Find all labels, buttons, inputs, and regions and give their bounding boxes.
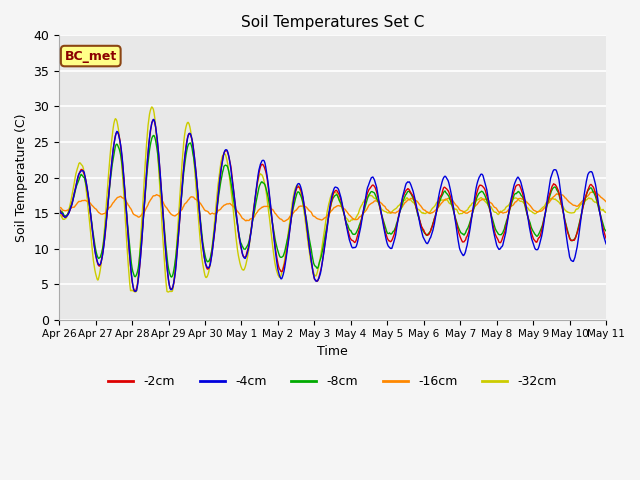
- -32cm: [433, 200, 440, 205]
- -2cm: [131, 288, 139, 294]
- -2cm: [200, 254, 208, 260]
- -4cm: [554, 171, 561, 177]
- -2cm: [379, 217, 387, 223]
- -32cm: [55, 210, 63, 216]
- -4cm: [433, 206, 440, 212]
- -8cm: [150, 132, 157, 138]
- -16cm: [199, 204, 207, 210]
- Line: -4cm: -4cm: [59, 120, 606, 291]
- -2cm: [150, 117, 157, 122]
- -32cm: [164, 289, 172, 295]
- -2cm: [554, 186, 561, 192]
- -4cm: [177, 203, 184, 209]
- -16cm: [432, 207, 440, 213]
- -16cm: [602, 199, 610, 204]
- Line: -16cm: -16cm: [59, 191, 606, 221]
- -16cm: [590, 188, 598, 194]
- Title: Soil Temperatures Set C: Soil Temperatures Set C: [241, 15, 424, 30]
- -16cm: [378, 201, 386, 206]
- Line: -2cm: -2cm: [59, 120, 606, 291]
- -16cm: [55, 204, 63, 210]
- -16cm: [325, 211, 333, 217]
- -4cm: [150, 117, 157, 122]
- -32cm: [554, 198, 561, 204]
- -16cm: [553, 191, 561, 197]
- Line: -8cm: -8cm: [59, 135, 606, 277]
- -8cm: [433, 208, 440, 214]
- -8cm: [200, 248, 208, 254]
- -4cm: [131, 288, 139, 294]
- -32cm: [602, 209, 610, 215]
- -32cm: [326, 198, 333, 204]
- -16cm: [280, 218, 288, 224]
- -8cm: [602, 228, 610, 234]
- -16cm: [175, 209, 183, 215]
- Text: BC_met: BC_met: [65, 49, 117, 62]
- -32cm: [177, 180, 184, 186]
- -8cm: [554, 188, 561, 194]
- -2cm: [177, 204, 184, 210]
- -4cm: [379, 219, 387, 225]
- -2cm: [326, 208, 333, 214]
- -4cm: [326, 206, 333, 212]
- -8cm: [177, 203, 184, 208]
- Line: -32cm: -32cm: [59, 107, 606, 292]
- -4cm: [602, 241, 610, 247]
- -8cm: [379, 216, 387, 221]
- -8cm: [55, 207, 63, 213]
- -8cm: [326, 208, 333, 214]
- -32cm: [379, 207, 387, 213]
- -4cm: [200, 254, 208, 260]
- Legend: -2cm, -4cm, -8cm, -16cm, -32cm: -2cm, -4cm, -8cm, -16cm, -32cm: [104, 370, 562, 393]
- -32cm: [148, 104, 156, 110]
- -32cm: [200, 269, 208, 275]
- -2cm: [433, 209, 440, 215]
- -2cm: [55, 206, 63, 212]
- -2cm: [602, 235, 610, 241]
- Y-axis label: Soil Temperature (C): Soil Temperature (C): [15, 113, 28, 242]
- -4cm: [55, 206, 63, 212]
- -8cm: [168, 274, 175, 280]
- X-axis label: Time: Time: [317, 345, 348, 358]
